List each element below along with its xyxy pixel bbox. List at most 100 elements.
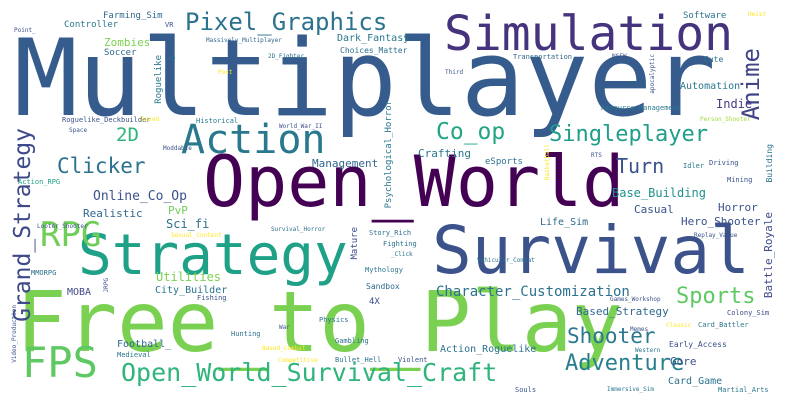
word-fishing: Fishing (197, 294, 227, 302)
word-memes: Memes (630, 326, 649, 333)
word-action-rpg: Action_RPG (18, 178, 61, 186)
word-world-war-ii: World_War_II (279, 123, 323, 130)
word-apocalyptic: apocalyptic (649, 54, 656, 94)
word-rts: RTS (591, 152, 602, 159)
word-utilities: Utilities (156, 270, 222, 284)
word-survival-horror: Survival_Horror (271, 226, 326, 233)
word-massively-multiplayer: Massively_Multiplayer (206, 37, 282, 44)
word-resource-management: Resource_Management (601, 104, 682, 112)
word-roguelike: Roguelike (154, 55, 164, 104)
word-turn: Turn (616, 154, 665, 178)
word-based: Based (141, 116, 160, 123)
word-action-roguelike: Action_Roguelike (440, 344, 537, 355)
word-sports: Sports (676, 284, 756, 309)
word-survival: Survival (432, 212, 750, 289)
word-fps: FPS (22, 338, 98, 387)
word-person-shooter: Person_Shooter (700, 116, 751, 123)
word-open-world: Open_World (203, 141, 625, 223)
word-multiplayer: Multiplayer (14, 17, 716, 140)
word-basketball: Basketball (544, 144, 551, 181)
word-competitive: Competitive (278, 357, 318, 364)
word-space: Space (69, 127, 88, 134)
word-click: _Click (391, 251, 413, 258)
word-roguelike-deckbuilder: Roguelike_Deckbuilder (62, 116, 151, 124)
word-card-game: Card_Game (668, 376, 723, 387)
word-card-battler: Card_Battler (698, 321, 749, 329)
word-singleplayer: Singleplayer (549, 122, 708, 147)
word-online-co-op: Online_Co_Op (93, 189, 187, 204)
word-jrpg: JRPG (103, 278, 110, 293)
word-hunting: Hunting (231, 330, 261, 338)
word-sci-fi: Sci_fi (166, 217, 210, 231)
word-cute: Cute (704, 55, 724, 64)
word-clicker: Clicker (57, 154, 146, 178)
word-hero-shooter: Hero_Shooter (681, 215, 761, 228)
word-physics: Physics (319, 316, 349, 324)
word-sandbox: Sandbox (366, 282, 400, 291)
word-dark-fantasy: Dark_Fantasy (337, 33, 410, 44)
word-moba: MOBA (67, 287, 92, 298)
word-soccer: Soccer (104, 48, 137, 58)
word-sexual-content: Sexual_Content (171, 232, 222, 239)
word-bullet-hell: Bullet_Hell (335, 356, 382, 364)
word-software: Software (683, 11, 727, 21)
word-zombies: Zombies (104, 36, 151, 49)
word-medieval: Medieval (117, 351, 151, 359)
word-automation: Automation (680, 81, 741, 92)
word-gambling: Gambling (335, 337, 369, 345)
word-battle-royale: Battle_Royale (762, 212, 775, 299)
word-driving: Driving (709, 159, 739, 167)
word-immersive-sim: Immersive_Sim (607, 386, 654, 393)
word-pixel-graphics: Pixel_Graphics (185, 8, 388, 36)
word-games-workshop: Games_Workshop (610, 296, 661, 303)
word-horror: Horror (718, 201, 758, 214)
word-free-to-play: Free_to_Play (16, 273, 623, 371)
word-base-building: Base_Building (612, 186, 706, 200)
word-western: Western (635, 347, 661, 354)
word-4x: 4X (369, 297, 380, 307)
word-building: Building (765, 144, 774, 183)
word-action: Action (181, 117, 326, 163)
word-mmorpg: MMORPG (31, 269, 57, 277)
word-simulation: Simulation (444, 6, 733, 62)
word-football: Football_ (117, 339, 172, 350)
word-realistic: Realistic (83, 207, 143, 220)
word-casual: Casual (634, 203, 674, 216)
word-fighting: Fighting (383, 240, 417, 248)
word-historical: Historical (196, 117, 239, 125)
word-point: Point_ (14, 27, 36, 34)
word-souls: Souls (515, 386, 537, 394)
word-choices-matter: Choices_Matter (340, 46, 408, 55)
word-pvp: PvP (168, 204, 188, 217)
word-moddable: Moddable (163, 145, 192, 152)
word-video-production: Video_Production (11, 305, 18, 363)
word-strategy: Strategy (78, 223, 348, 288)
word-transportation: Transportation (513, 53, 573, 61)
word-co-op: Co_op (436, 119, 506, 145)
word-story-rich: Story_Rich (369, 229, 412, 237)
word-psychological-horror: Psychological_Horror (384, 100, 394, 209)
word-based-combat: Based_Combat (262, 345, 306, 352)
word-mature: Mature (350, 227, 360, 260)
word-martial-arts: Martial_Arts (718, 386, 769, 394)
word-heist: Heist (748, 11, 767, 18)
word-violent: Violent (398, 356, 428, 364)
word-gore: Gore (670, 355, 697, 368)
word-vehicular-combat: Vehicular_Combat (477, 257, 535, 264)
word-war: War (279, 324, 290, 331)
word-indie: Indie (716, 97, 753, 111)
word-vr: VR (165, 21, 174, 29)
word-replay-value: Replay_Value (694, 232, 738, 239)
word-management: Management (312, 157, 379, 170)
word-2d-fighter: 2D_Fighter (268, 53, 305, 60)
word-rpg: RPG (40, 215, 102, 255)
word-character-customization: Character_Customization (436, 284, 630, 300)
word-mythology: Mythology (365, 266, 403, 274)
word-adventure: Adventure (565, 351, 685, 376)
word-city-builder: City_Builder (155, 285, 228, 296)
word-grand-strategy: Grand_Strategy (10, 128, 36, 322)
word-looter-shooter: Looter_Shooter (37, 223, 88, 230)
word-shooter: Shooter (567, 324, 656, 348)
word-colony-sim: Colony_Sim (727, 309, 770, 317)
